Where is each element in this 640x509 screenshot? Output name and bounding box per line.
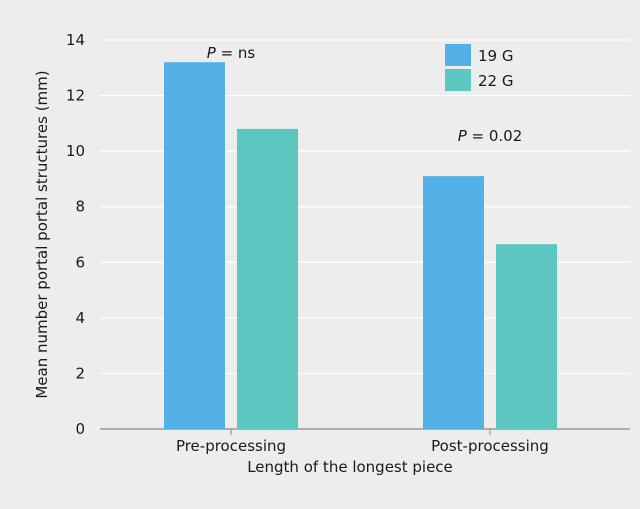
bar bbox=[164, 62, 225, 429]
legend-label: 19 G bbox=[478, 47, 513, 65]
legend: 19 G 22 G bbox=[445, 44, 513, 91]
y-tick-label: 0 bbox=[75, 420, 85, 438]
y-tick-label: 14 bbox=[66, 31, 85, 49]
annotations: P = nsP = 0.02 bbox=[207, 44, 523, 145]
x-axis-ticks: Pre-processing Post-processing bbox=[176, 429, 549, 455]
y-axis-title: Mean number portal portal structures (mm… bbox=[33, 70, 51, 398]
y-tick-label: 6 bbox=[75, 253, 85, 271]
y-tick-label: 8 bbox=[75, 198, 85, 216]
legend-swatch bbox=[445, 69, 471, 91]
legend-swatch bbox=[445, 44, 471, 66]
legend-label: 22 G bbox=[478, 72, 513, 90]
bars bbox=[164, 62, 557, 429]
y-tick-label: 2 bbox=[75, 364, 85, 382]
y-tick-label: 4 bbox=[75, 309, 85, 327]
x-tick-label: Post-processing bbox=[431, 437, 549, 455]
y-tick-label: 10 bbox=[66, 142, 85, 160]
p-symbol: P bbox=[458, 127, 468, 145]
p-value-annotation: P = ns bbox=[207, 44, 256, 62]
bar bbox=[423, 176, 484, 429]
bar bbox=[496, 244, 557, 429]
p-value-annotation: P = 0.02 bbox=[458, 127, 523, 145]
y-tick-label: 12 bbox=[66, 87, 85, 105]
y-axis-ticks: 0 2 4 6 8 10 12 14 bbox=[66, 31, 85, 438]
bar bbox=[237, 128, 298, 429]
p-value: = ns bbox=[216, 44, 256, 62]
x-tick-label: Pre-processing bbox=[176, 437, 286, 455]
x-axis-title: Length of the longest piece bbox=[247, 458, 453, 476]
p-symbol: P bbox=[207, 44, 217, 62]
p-value: = 0.02 bbox=[467, 127, 523, 145]
